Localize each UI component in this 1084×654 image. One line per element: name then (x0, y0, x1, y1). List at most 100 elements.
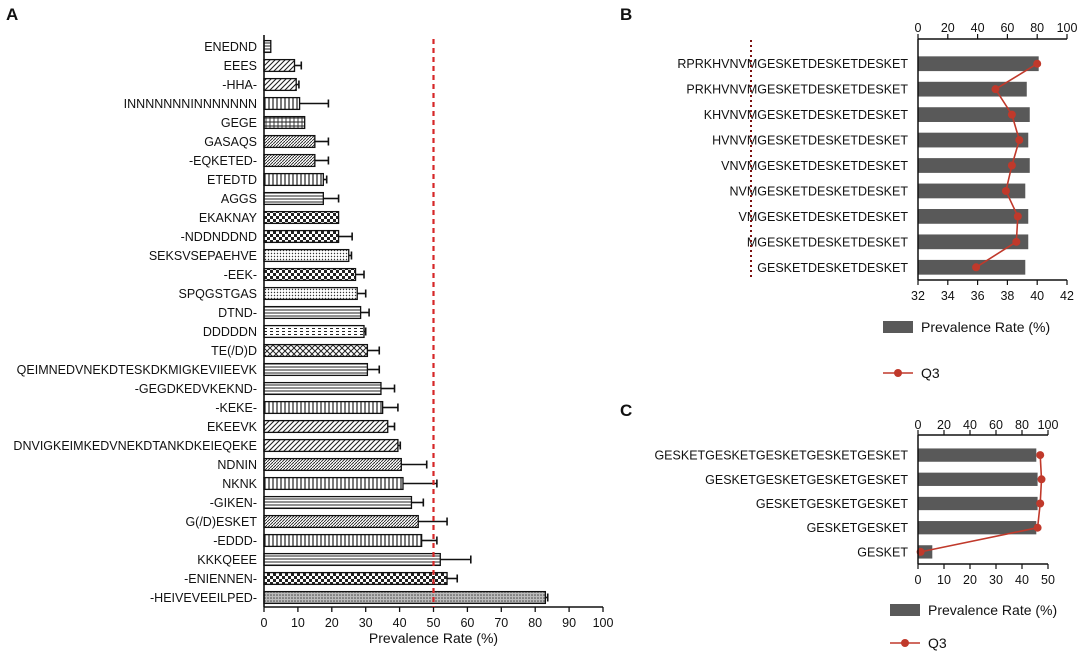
category-label: HVNVMGESKETDESKETDESKET (712, 134, 908, 148)
panel-c-chart: GESKETGESKETGESKETGESKETGESKETGESKETGESK… (654, 418, 1058, 651)
bar (918, 81, 1027, 97)
x-tick-label: 70 (494, 616, 508, 630)
category-label: -EEK- (224, 268, 257, 282)
bar (263, 514, 419, 529)
bar (918, 132, 1029, 148)
bar (263, 362, 369, 377)
bar (918, 496, 1038, 511)
bar (263, 457, 402, 472)
bar (263, 476, 404, 491)
bar (263, 286, 358, 301)
category-label: TE(/D)D (211, 344, 257, 358)
category-label: GESKETGESKETGESKETGESKETGESKET (654, 449, 908, 463)
bottom-tick-label: 38 (1000, 289, 1014, 303)
category-label: GESKET (857, 545, 908, 559)
x-tick-label: 30 (359, 616, 373, 630)
category-label: NKNK (222, 477, 257, 491)
bar (263, 58, 296, 73)
bar (263, 77, 297, 92)
bottom-tick-label: 20 (963, 573, 977, 587)
top-tick-label: 60 (1000, 21, 1014, 35)
category-label: DNVIGKEIMKEDVNEKDTANKDKEIEQEKE (13, 439, 257, 453)
category-label: NVMGESKETDESKETDESKET (729, 184, 908, 198)
legend-swatch-prevalence (883, 321, 913, 333)
top-tick-label: 60 (989, 418, 1003, 432)
legend-label-q3: Q3 (921, 365, 940, 381)
legend-label-prevalence: Prevalence Rate (%) (921, 319, 1050, 335)
x-axis-title: Prevalence Rate (%) (369, 630, 498, 646)
category-label: MGESKETDESKETDESKET (747, 235, 909, 249)
top-tick-label: 80 (1030, 21, 1044, 35)
q3-point (1007, 110, 1016, 119)
bar (918, 209, 1029, 224)
category-label: EKEEVK (207, 420, 258, 434)
category-label: EEES (224, 59, 257, 73)
q3-point (972, 263, 981, 272)
bar (263, 267, 357, 282)
bottom-tick-label: 10 (937, 573, 951, 587)
q3-point (1033, 523, 1042, 532)
legend-label-prevalence: Prevalence Rate (%) (928, 602, 1057, 618)
category-label: -EQKETED- (189, 154, 257, 168)
bar (918, 56, 1039, 72)
x-tick-label: 20 (325, 616, 339, 630)
bar (263, 153, 316, 168)
category-label: ETEDTD (207, 173, 257, 187)
x-tick-label: 100 (593, 616, 614, 630)
q3-point (1015, 136, 1024, 145)
legend-marker-q3 (901, 639, 909, 647)
bottom-tick-label: 30 (989, 573, 1003, 587)
bar (918, 183, 1026, 199)
top-tick-label: 40 (971, 21, 985, 35)
panel-letter-b: B (620, 5, 632, 24)
q3-point (991, 85, 1000, 94)
category-label: VMGESKETDESKETDESKET (739, 210, 909, 224)
bar (263, 39, 272, 54)
category-label: RPRKHVNVMGESKETDESKETDESKET (677, 57, 908, 71)
bar (263, 210, 340, 225)
panel-a-chart: ENEDND EEES -HHA- INNNNNNNINNNNNNN GEGE GASAQ… (13, 35, 613, 646)
bar (263, 134, 316, 149)
category-label: -EDDD- (213, 534, 257, 548)
bar (263, 533, 423, 548)
category-label: -HHA- (222, 78, 257, 92)
category-label: -GEGDKEDVKEKND- (135, 382, 257, 396)
x-tick-label: 10 (291, 616, 305, 630)
category-label: AGGS (221, 192, 257, 206)
category-label: GEGE (221, 116, 257, 130)
category-label: GASAQS (204, 135, 257, 149)
panel-letter-c: C (620, 401, 632, 420)
category-label: INNNNNNNINNNNNNN (124, 97, 257, 111)
bar (918, 107, 1030, 122)
top-tick-label: 0 (915, 418, 922, 432)
q3-point (1007, 161, 1016, 170)
top-tick-label: 100 (1038, 418, 1059, 432)
category-label: -KEKE- (215, 401, 257, 415)
bar (263, 419, 389, 434)
bar (918, 234, 1029, 250)
category-label: GESKETDESKETDESKET (757, 261, 908, 275)
category-label: PRKHVNVMGESKETDESKETDESKET (686, 83, 908, 97)
bottom-tick-label: 36 (971, 289, 985, 303)
category-label: GESKETGESKET (807, 521, 909, 535)
panel-b-chart: RPRKHVNVMGESKETDESKETDESKET PRKHVNVMGESKE… (677, 21, 1077, 381)
bar (263, 229, 340, 244)
x-tick-label: 50 (427, 616, 441, 630)
category-label: ENEDND (204, 40, 257, 54)
category-label: -HEIVEVEEILPED- (150, 591, 257, 605)
bar (918, 521, 1037, 535)
top-tick-label: 100 (1057, 21, 1078, 35)
q3-point (1036, 451, 1045, 460)
category-label: SPQGSTGAS (179, 287, 258, 301)
legend-swatch-prevalence (890, 604, 920, 616)
category-label: KKKQEEE (197, 553, 257, 567)
bar (263, 248, 350, 263)
bar (918, 472, 1038, 486)
q3-point (1033, 59, 1042, 68)
category-label: -NDDNDDND (181, 230, 257, 244)
category-label: GESKETGESKETGESKETGESKET (705, 473, 908, 487)
bar (918, 158, 1030, 173)
x-tick-label: 80 (528, 616, 542, 630)
bar (263, 172, 324, 187)
bar (263, 324, 365, 339)
